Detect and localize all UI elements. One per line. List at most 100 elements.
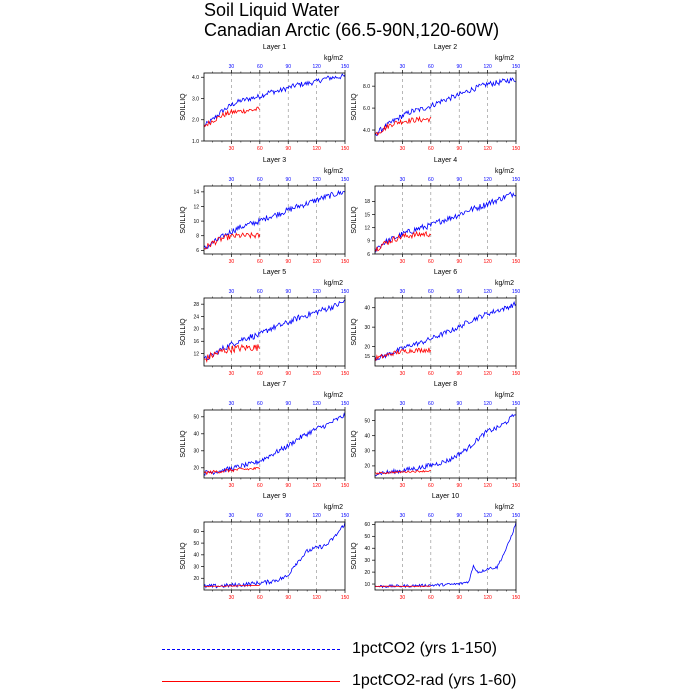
plot-frame xyxy=(374,72,517,142)
units-label: kg/m2 xyxy=(324,504,343,511)
panel-title: Layer 5 xyxy=(263,269,286,276)
x-bottom-tick-label: 30 xyxy=(400,483,406,489)
x-bottom-tick-label: 60 xyxy=(428,595,434,601)
x-bottom-tick-label: 150 xyxy=(512,483,521,489)
x-top-tick-label: 90 xyxy=(285,289,291,295)
x-top-tick-label: 60 xyxy=(428,289,434,295)
x-top-tick-label: 30 xyxy=(400,513,406,519)
x-top-tick-label: 60 xyxy=(257,177,263,183)
x-top-tick-label: 90 xyxy=(456,401,462,407)
x-top-tick-label: 30 xyxy=(400,401,406,407)
x-top-tick-label: 150 xyxy=(512,177,521,183)
y-tick-label: 16 xyxy=(193,339,199,345)
y-tick-label: 8 xyxy=(196,234,199,240)
x-top-tick-label: 120 xyxy=(312,401,321,407)
x-bottom-tick-label: 150 xyxy=(512,595,521,601)
x-top-tick-label: 120 xyxy=(483,401,492,407)
x-top-tick-label: 150 xyxy=(512,289,521,295)
y-tick-label: 15 xyxy=(364,212,370,218)
x-bottom-tick-label: 90 xyxy=(285,483,291,489)
panel-title: Layer 7 xyxy=(263,381,286,388)
x-bottom-tick-label: 30 xyxy=(229,146,235,152)
x-top-tick-label: 120 xyxy=(483,64,492,70)
series-line-1pctco2-rad xyxy=(374,115,432,136)
x-top-tick-label: 90 xyxy=(285,177,291,183)
x-bottom-tick-label: 150 xyxy=(512,371,521,377)
panel-layer-2: Layer 2 kg/m2 SOILLIQ 30 60 90 120 150 30 60 90 120… xyxy=(351,44,520,152)
x-bottom-tick-label: 30 xyxy=(229,483,235,489)
x-bottom-tick-label: 150 xyxy=(341,146,350,152)
x-top-tick-label: 90 xyxy=(285,64,291,70)
x-bottom-tick-label: 150 xyxy=(512,146,521,152)
y-tick-label: 2.0 xyxy=(192,118,199,124)
y-axis-label: SOILLIQ xyxy=(180,542,187,570)
x-bottom-tick-label: 90 xyxy=(456,371,462,377)
series-line-1pctco2-rad xyxy=(203,343,260,363)
y-tick-label: 4.0 xyxy=(192,75,199,81)
y-axis-label: SOILLIQ xyxy=(351,206,358,234)
x-top-tick-label: 30 xyxy=(400,64,406,70)
series-line-1pctco2 xyxy=(203,299,346,361)
y-tick-label: 60 xyxy=(193,529,199,535)
x-bottom-tick-label: 30 xyxy=(229,371,235,377)
panel-layer-1: Layer 1 kg/m2 SOILLIQ 30 60 90 120 150 30 60 90 120… xyxy=(180,44,349,152)
x-bottom-tick-label: 60 xyxy=(428,259,434,265)
y-tick-label: 40 xyxy=(193,432,199,438)
x-bottom-tick-label: 120 xyxy=(312,595,321,601)
y-tick-label: 3.0 xyxy=(192,96,199,102)
units-label: kg/m2 xyxy=(495,280,514,287)
units-label: kg/m2 xyxy=(495,504,514,511)
plot-frame xyxy=(203,185,346,255)
x-top-tick-label: 90 xyxy=(285,513,291,519)
x-bottom-tick-label: 150 xyxy=(341,595,350,601)
x-bottom-tick-label: 150 xyxy=(341,259,350,265)
x-top-tick-label: 120 xyxy=(312,177,321,183)
x-bottom-tick-label: 120 xyxy=(312,483,321,489)
plot-frame xyxy=(203,521,346,591)
y-axis-label: SOILLIQ xyxy=(180,430,187,458)
x-bottom-tick-label: 150 xyxy=(341,371,350,377)
units-label: kg/m2 xyxy=(324,55,343,62)
x-top-tick-label: 150 xyxy=(512,513,521,519)
x-top-tick-label: 30 xyxy=(229,513,235,519)
x-bottom-tick-label: 120 xyxy=(312,146,321,152)
x-top-tick-label: 120 xyxy=(312,289,321,295)
x-top-tick-label: 30 xyxy=(229,177,235,183)
plot-frame xyxy=(203,72,346,142)
x-bottom-tick-label: 90 xyxy=(456,259,462,265)
x-bottom-tick-label: 30 xyxy=(400,259,406,265)
series-line-1pctco2-rad xyxy=(374,347,432,362)
panel-layer-10: Layer 10 kg/m2 SOILLIQ 30 60 90 120 150 30 60 90 12… xyxy=(351,493,520,601)
x-bottom-tick-label: 30 xyxy=(400,146,406,152)
x-top-tick-label: 90 xyxy=(456,289,462,295)
series-line-1pctco2-rad xyxy=(203,106,261,128)
plot-frame xyxy=(374,521,517,591)
panel-layer-3: Layer 3 kg/m2 SOILLIQ 30 60 90 120 150 30 60 90 120… xyxy=(180,157,349,265)
y-tick-label: 20 xyxy=(364,464,370,470)
chart-title-line-1: Soil Liquid Water xyxy=(204,0,340,20)
x-bottom-tick-label: 120 xyxy=(483,146,492,152)
series-line-1pctco2-rad xyxy=(374,585,431,588)
panel-layer-7: Layer 7 kg/m2 SOILLIQ 30 60 90 120 150 30 60 90 120… xyxy=(180,381,349,489)
x-top-tick-label: 30 xyxy=(400,177,406,183)
x-bottom-tick-label: 120 xyxy=(483,483,492,489)
legend-label-1pctco2: 1pctCO2 (yrs 1-150) xyxy=(352,640,497,657)
y-tick-label: 30 xyxy=(364,558,370,564)
y-tick-label: 20 xyxy=(193,327,199,333)
x-bottom-tick-label: 60 xyxy=(257,371,263,377)
x-bottom-tick-label: 60 xyxy=(257,259,263,265)
y-tick-label: 50 xyxy=(364,534,370,540)
y-tick-label: 4.0 xyxy=(363,128,370,134)
panel-title: Layer 8 xyxy=(434,381,457,388)
x-bottom-tick-label: 60 xyxy=(428,371,434,377)
units-label: kg/m2 xyxy=(495,392,514,399)
y-tick-label: 20 xyxy=(364,570,370,576)
plot-frame xyxy=(374,185,517,255)
x-top-tick-label: 150 xyxy=(341,401,350,407)
x-top-tick-label: 150 xyxy=(341,289,350,295)
series-line-1pctco2-rad xyxy=(374,230,432,252)
x-top-tick-label: 30 xyxy=(229,64,235,70)
x-top-tick-label: 150 xyxy=(512,401,521,407)
units-label: kg/m2 xyxy=(495,168,514,175)
y-tick-label: 50 xyxy=(193,415,199,421)
